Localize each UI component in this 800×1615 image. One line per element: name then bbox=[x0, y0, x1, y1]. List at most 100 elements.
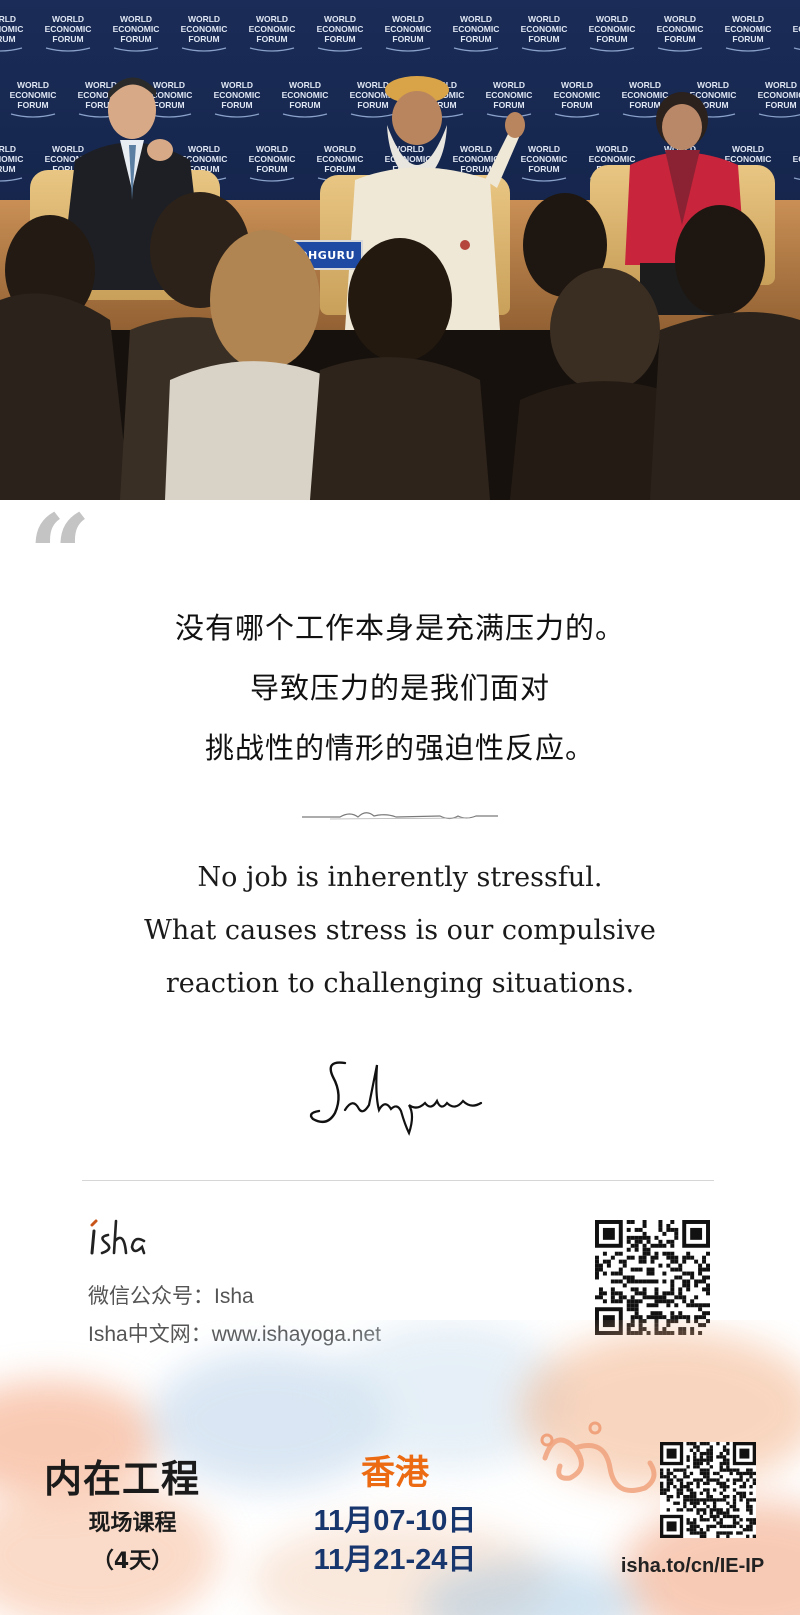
svg-text:ECONOMIC: ECONOMIC bbox=[554, 90, 601, 100]
svg-text:FORUM: FORUM bbox=[460, 164, 491, 174]
quote-zh-line-1: 没有哪个工作本身是充满压力的。 bbox=[174, 611, 625, 645]
svg-text:FORUM: FORUM bbox=[256, 164, 287, 174]
svg-text:FORUM: FORUM bbox=[17, 100, 48, 110]
svg-text:FORUM: FORUM bbox=[425, 100, 456, 110]
svg-text:FORUM: FORUM bbox=[392, 34, 423, 44]
svg-text:FORUM: FORUM bbox=[528, 164, 559, 174]
qr-code-wechat bbox=[595, 1220, 710, 1335]
svg-text:FORUM: FORUM bbox=[85, 100, 116, 110]
svg-text:ECONOMIC: ECONOMIC bbox=[181, 24, 228, 34]
svg-text:ECONOMIC: ECONOMIC bbox=[45, 154, 92, 164]
course-date-2: 11月21-24日 bbox=[313, 1544, 477, 1576]
event-photo: WORLDECONOMICFORUMWORLDECONOMICFORUMWORL… bbox=[0, 0, 800, 500]
svg-text:FORUM: FORUM bbox=[188, 164, 219, 174]
svg-text:ECONOMIC: ECONOMIC bbox=[657, 24, 704, 34]
svg-text:FORUM: FORUM bbox=[52, 164, 83, 174]
svg-text:ECONOMIC: ECONOMIC bbox=[453, 24, 500, 34]
website-link[interactable]: Isha中文网：www.ishayoga.net bbox=[88, 1323, 381, 1346]
svg-text:ECONOMIC: ECONOMIC bbox=[181, 154, 228, 164]
quote-zh-line-2: 导致压力的是我们面对 bbox=[249, 671, 550, 705]
svg-text:ECONOMIC: ECONOMIC bbox=[78, 90, 125, 100]
svg-text:WORLD: WORLD bbox=[256, 144, 288, 154]
svg-text:WORLD: WORLD bbox=[17, 80, 49, 90]
course-city: 香港 bbox=[361, 1453, 429, 1493]
svg-text:ECONOMIC: ECONOMIC bbox=[589, 24, 636, 34]
quote-en-line-2: What causes stress is our compulsive bbox=[144, 915, 656, 946]
svg-text:WORLD: WORLD bbox=[664, 14, 696, 24]
svg-text:ECONOMIC: ECONOMIC bbox=[0, 24, 23, 34]
svg-text:ECONOMIC: ECONOMIC bbox=[385, 24, 432, 34]
course-link[interactable]: isha.to/cn/IE-IP bbox=[620, 1555, 765, 1577]
svg-text:WORLD: WORLD bbox=[732, 144, 764, 154]
svg-text:WORLD: WORLD bbox=[732, 14, 764, 24]
svg-text:ECONOMIC: ECONOMIC bbox=[622, 90, 669, 100]
svg-text:FORUM: FORUM bbox=[324, 164, 355, 174]
svg-text:FORUM: FORUM bbox=[324, 34, 355, 44]
svg-text:FORUM: FORUM bbox=[357, 100, 388, 110]
svg-text:ECONOMIC: ECONOMIC bbox=[486, 90, 533, 100]
svg-text:ECONOMIC: ECONOMIC bbox=[113, 24, 160, 34]
course-banner bbox=[0, 1320, 800, 1615]
svg-text:WORLD: WORLD bbox=[392, 14, 424, 24]
isha-logo bbox=[90, 1219, 146, 1255]
svg-text:WORLD: WORLD bbox=[460, 144, 492, 154]
svg-text:WORLD: WORLD bbox=[460, 14, 492, 24]
svg-text:ECONOMIC: ECONOMIC bbox=[10, 90, 57, 100]
svg-text:FORUM: FORUM bbox=[765, 100, 796, 110]
svg-text:FORUM: FORUM bbox=[528, 34, 559, 44]
svg-text:FORUM: FORUM bbox=[221, 100, 252, 110]
svg-text:ECONOMIC: ECONOMIC bbox=[0, 154, 23, 164]
svg-text:WORLD: WORLD bbox=[561, 80, 593, 90]
svg-text:WORLD: WORLD bbox=[0, 144, 16, 154]
svg-text:FORUM: FORUM bbox=[120, 34, 151, 44]
svg-text:FORUM: FORUM bbox=[732, 34, 763, 44]
svg-text:FORUM: FORUM bbox=[289, 100, 320, 110]
svg-text:ECONOMIC: ECONOMIC bbox=[45, 24, 92, 34]
course-duration: （4天） bbox=[91, 1549, 174, 1574]
svg-text:ECONOMIC: ECONOMIC bbox=[725, 24, 772, 34]
course-date-1: 11月07-10日 bbox=[313, 1505, 477, 1537]
qr-code-course bbox=[660, 1442, 756, 1538]
quote-mark-icon: “ bbox=[28, 490, 92, 619]
svg-text:ECONOMIC: ECONOMIC bbox=[350, 90, 397, 100]
svg-text:FORUM: FORUM bbox=[0, 34, 16, 44]
svg-text:WORLD: WORLD bbox=[221, 80, 253, 90]
svg-text:WORLD: WORLD bbox=[85, 80, 117, 90]
audience bbox=[0, 192, 800, 500]
svg-text:WORLD: WORLD bbox=[357, 80, 389, 90]
svg-text:FORUM: FORUM bbox=[697, 100, 728, 110]
course-subtitle: 现场课程 bbox=[88, 1511, 177, 1536]
svg-text:ECONOMIC: ECONOMIC bbox=[793, 24, 800, 34]
svg-text:WORLD: WORLD bbox=[392, 144, 424, 154]
svg-text:ECONOMIC: ECONOMIC bbox=[317, 24, 364, 34]
svg-text:WORLD: WORLD bbox=[324, 144, 356, 154]
svg-text:WORLD: WORLD bbox=[289, 80, 321, 90]
svg-text:FORUM: FORUM bbox=[153, 100, 184, 110]
svg-text:ECONOMIC: ECONOMIC bbox=[758, 90, 800, 100]
quote-en-line-1: No job is inherently stressful. bbox=[197, 862, 603, 893]
svg-text:FORUM: FORUM bbox=[629, 100, 660, 110]
quote-zh-line-3: 挑战性的情形的强迫性反应。 bbox=[204, 731, 595, 765]
divider-ornament bbox=[302, 812, 498, 820]
course-title: 内在工程 bbox=[44, 1456, 201, 1501]
svg-text:ECONOMIC: ECONOMIC bbox=[725, 154, 772, 164]
svg-text:ECONOMIC: ECONOMIC bbox=[385, 154, 432, 164]
decorative-swirl-icon bbox=[540, 1421, 657, 1493]
svg-text:ECONOMIC: ECONOMIC bbox=[690, 90, 737, 100]
